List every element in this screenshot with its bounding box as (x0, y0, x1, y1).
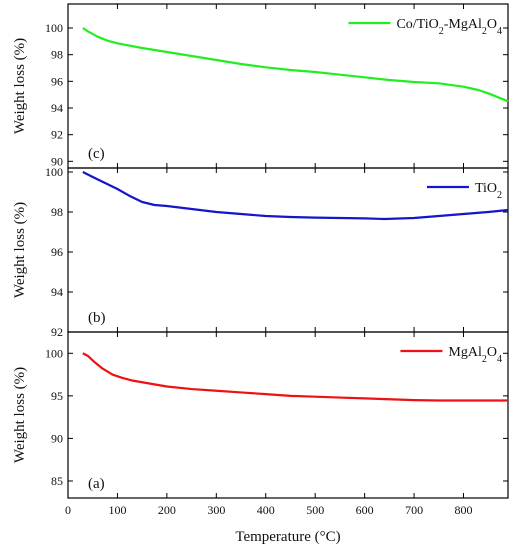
legend-label: MgAl2O4 (448, 345, 502, 365)
y-axis-title: Weight loss (%) (12, 38, 28, 134)
panel-frame (67, 167, 509, 333)
y-axis-title: Weight loss (%) (12, 367, 28, 463)
y-tick-label: 100 (45, 165, 63, 179)
panel-label: (c) (88, 146, 105, 162)
y-tick-label: 90 (51, 154, 63, 168)
panel-frame (67, 331, 509, 499)
x-tick-label: 0 (65, 503, 71, 517)
panel-label: (b) (88, 310, 106, 326)
y-tick-label: 96 (51, 245, 63, 259)
legend-subscript: 4 (497, 354, 502, 365)
legend-text-part: TiO (475, 181, 497, 196)
legend-subscript: 2 (482, 26, 487, 37)
x-tick-label: 500 (306, 503, 324, 517)
x-axis-title: Temperature (°C) (235, 529, 340, 545)
y-tick-label: 90 (51, 431, 63, 445)
series-line (82, 27, 509, 103)
x-tick-label: 600 (356, 503, 374, 517)
x-tick-label: 200 (158, 503, 176, 517)
panel-label: (a) (88, 476, 105, 492)
x-axis: 0 100 200 300 400 500 600 700 800 (65, 503, 473, 517)
y-tick-label: 85 (51, 474, 63, 488)
legend-label: Co/TiO2-MgAl2O4 (396, 17, 502, 37)
y-tick-label: 96 (51, 74, 63, 88)
legend-subscript: 2 (482, 354, 487, 365)
legend-text-part: MgAl (448, 345, 482, 360)
panel-b: 92 94 96 98 100 Weight loss (%) (b) TiO2 (12, 165, 509, 339)
y-tick-label: 94 (51, 101, 63, 115)
x-tick-label: 100 (108, 503, 126, 517)
y-tick-label: 94 (51, 285, 63, 299)
panel-a: 85 90 95 100 Weight loss (%) (a) MgAl2O4 (12, 331, 509, 499)
legend-text-part: O (487, 17, 497, 32)
series-line (82, 352, 508, 402)
legend-subscript: 2 (439, 26, 444, 37)
series-line (82, 171, 509, 221)
y-tick-label: 92 (51, 128, 63, 142)
x-tick-label: 700 (405, 503, 423, 517)
y-tick-label: 100 (45, 346, 63, 360)
x-tick-label: 400 (257, 503, 275, 517)
x-tick-label: 800 (455, 503, 473, 517)
legend-subscript: 4 (497, 26, 502, 37)
x-tick-label: 300 (207, 503, 225, 517)
legend-text-part: O (487, 345, 497, 360)
y-tick-label: 92 (51, 325, 63, 339)
legend-text-part: Co/TiO (396, 17, 438, 32)
legend-subscript: 2 (497, 190, 502, 201)
y-axis-title: Weight loss (%) (12, 202, 28, 298)
y-tick-label: 98 (51, 48, 63, 62)
y-tick-label: 100 (45, 21, 63, 35)
legend-label: TiO2 (475, 181, 502, 201)
y-tick-label: 95 (51, 389, 63, 403)
y-tick-label: 98 (51, 205, 63, 219)
legend-text-part: -MgAl (444, 17, 482, 32)
